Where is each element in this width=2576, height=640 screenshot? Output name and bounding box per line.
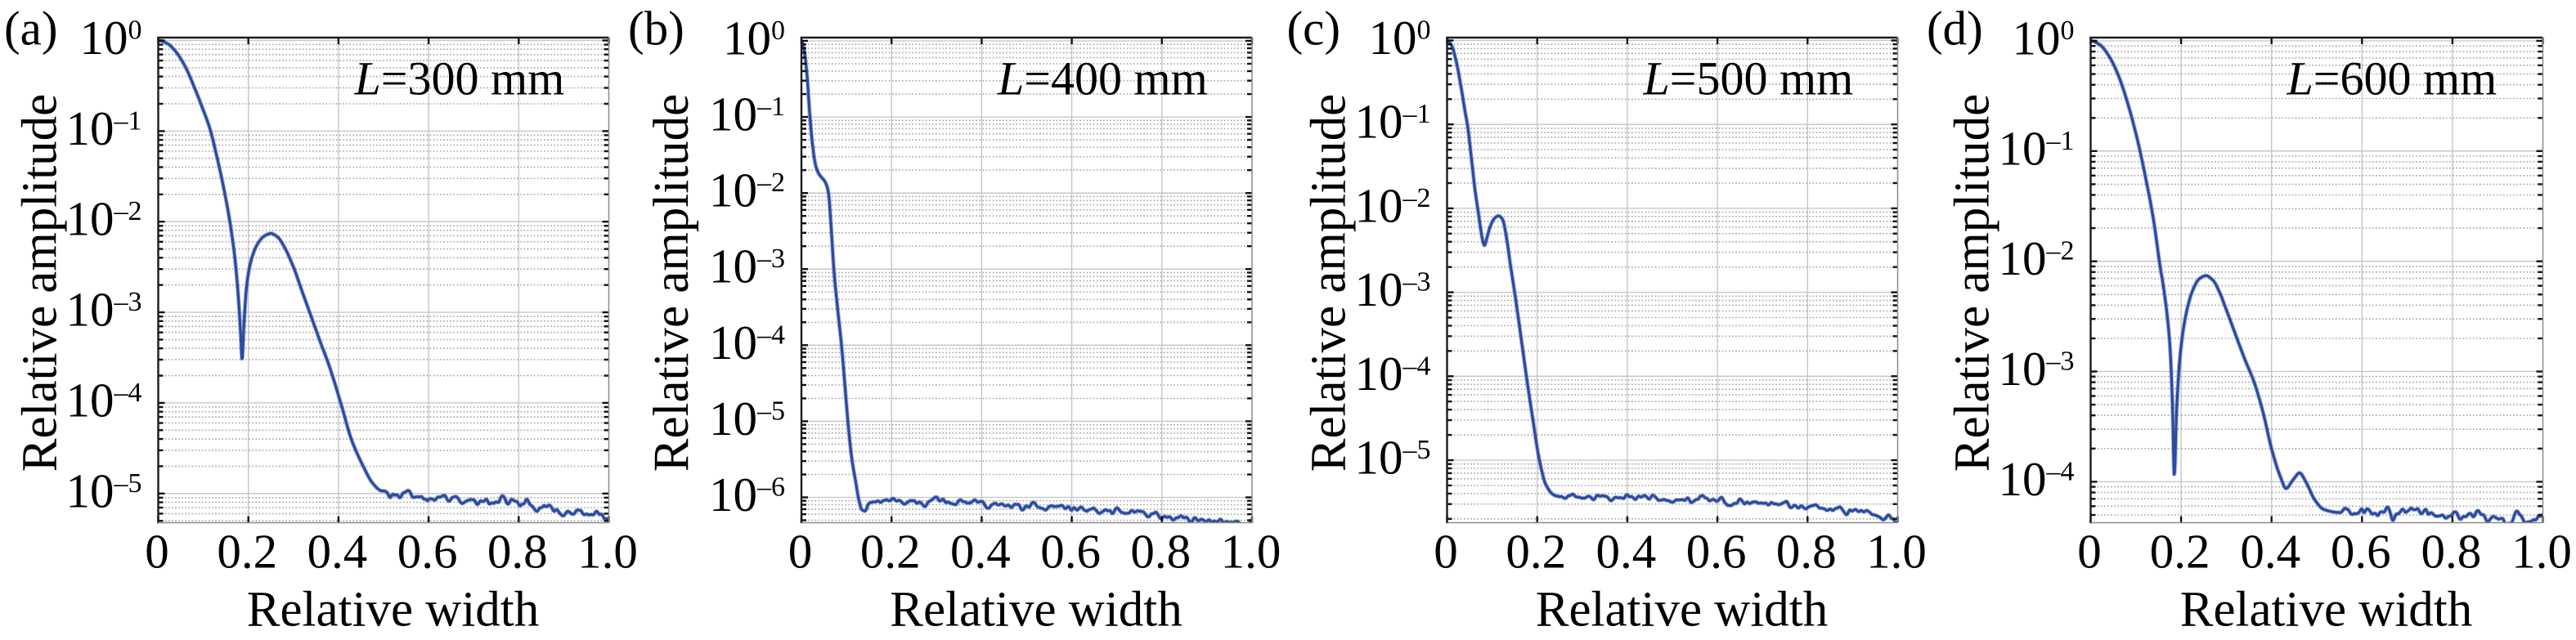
svg-text:10–2: 10–2 <box>1999 231 2075 285</box>
svg-text:(b): (b) <box>628 2 684 56</box>
svg-text:0.4: 0.4 <box>1596 525 1657 579</box>
svg-text:0.8: 0.8 <box>1776 525 1837 579</box>
svg-text:0.2: 0.2 <box>217 525 277 579</box>
svg-text:10–3: 10–3 <box>1999 342 2075 396</box>
svg-text:1.0: 1.0 <box>577 525 638 579</box>
svg-text:Relative width: Relative width <box>2180 583 2472 637</box>
svg-text:10–3: 10–3 <box>709 239 785 293</box>
svg-text:0.8: 0.8 <box>487 525 548 579</box>
svg-text:0.6: 0.6 <box>1686 525 1747 579</box>
svg-text:0.6: 0.6 <box>1040 525 1101 579</box>
svg-text:L=600 mm: L=600 mm <box>2287 52 2497 105</box>
svg-text:(a): (a) <box>4 2 57 56</box>
svg-text:1.0: 1.0 <box>1221 525 1281 579</box>
svg-text:0.8: 0.8 <box>1130 525 1191 579</box>
svg-text:0.2: 0.2 <box>860 525 921 579</box>
svg-text:0.4: 0.4 <box>2240 525 2300 579</box>
svg-text:100: 100 <box>2013 11 2075 65</box>
svg-text:Relative amplitude: Relative amplitude <box>1302 94 1357 472</box>
svg-text:Relative width: Relative width <box>890 583 1182 637</box>
svg-text:0.6: 0.6 <box>2331 525 2391 579</box>
svg-text:0.2: 0.2 <box>2150 525 2210 579</box>
svg-text:0: 0 <box>2077 525 2102 579</box>
svg-text:0: 0 <box>145 525 169 579</box>
svg-text:0.8: 0.8 <box>2421 525 2482 579</box>
svg-text:L=300 mm: L=300 mm <box>354 52 565 105</box>
svg-text:Relative width: Relative width <box>247 583 539 637</box>
svg-text:0.6: 0.6 <box>397 525 458 579</box>
svg-text:0: 0 <box>788 525 813 579</box>
svg-text:Relative amplitude: Relative amplitude <box>644 94 699 472</box>
svg-text:1.0: 1.0 <box>1866 525 1927 579</box>
svg-text:L=500 mm: L=500 mm <box>1643 52 1854 105</box>
svg-text:10–1: 10–1 <box>1999 121 2075 175</box>
svg-text:(d): (d) <box>1927 2 1983 56</box>
svg-text:10–5: 10–5 <box>709 392 785 445</box>
svg-text:0.2: 0.2 <box>1506 525 1566 579</box>
svg-text:Relative amplitude: Relative amplitude <box>13 94 68 472</box>
svg-text:1.0: 1.0 <box>2511 525 2572 579</box>
svg-text:0: 0 <box>1434 525 1458 579</box>
svg-text:Relative width: Relative width <box>1536 583 1828 637</box>
svg-text:Relative amplitude: Relative amplitude <box>1945 94 2000 472</box>
svg-text:0.4: 0.4 <box>307 525 368 579</box>
svg-text:L=400 mm: L=400 mm <box>997 52 1208 105</box>
svg-text:0.4: 0.4 <box>950 525 1011 579</box>
svg-text:(c): (c) <box>1287 2 1340 56</box>
svg-text:10–1: 10–1 <box>1355 95 1431 149</box>
